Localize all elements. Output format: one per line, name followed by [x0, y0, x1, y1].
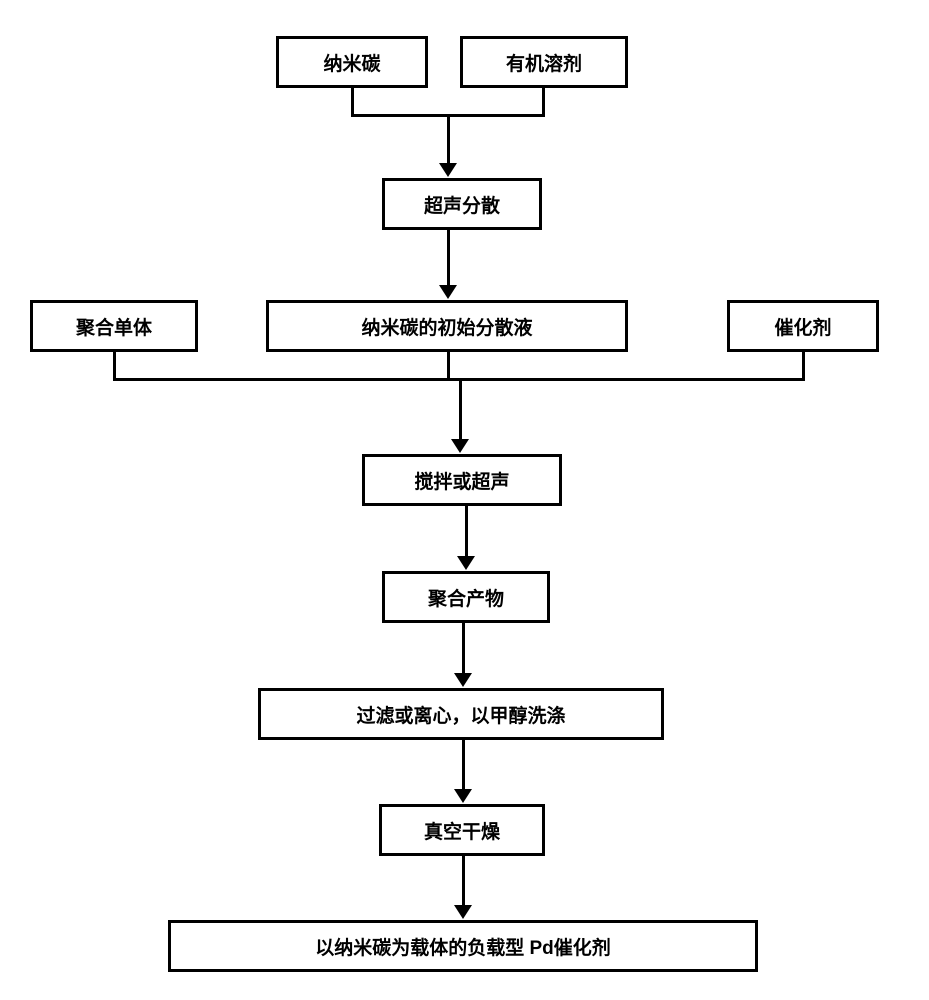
label-monomer: 聚合单体 [76, 313, 152, 340]
arrow-icon [454, 905, 472, 919]
arrow-icon [439, 163, 457, 177]
node-vacuum-dry: 真空干燥 [379, 804, 545, 856]
node-monomer: 聚合单体 [30, 300, 198, 352]
node-initial-dispersion: 纳米碳的初始分散液 [266, 300, 628, 352]
node-filter-wash: 过滤或离心，以甲醇洗涤 [258, 688, 664, 740]
connector-line [802, 352, 805, 380]
connector-line [113, 352, 116, 380]
node-polymer-product: 聚合产物 [382, 571, 550, 623]
arrow-icon [439, 285, 457, 299]
label-final-product: 以纳米碳为载体的负载型 Pd催化剂 [315, 933, 611, 960]
connector-line [462, 856, 465, 906]
node-organic-solvent: 有机溶剂 [460, 36, 628, 88]
connector-line [459, 379, 462, 439]
connector-line [465, 506, 468, 556]
connector-line [462, 623, 465, 673]
connector-line [542, 88, 545, 116]
label-filter-wash: 过滤或离心，以甲醇洗涤 [356, 701, 565, 728]
connector-line [462, 740, 465, 790]
connector-line [351, 88, 354, 116]
node-catalyst: 催化剂 [727, 300, 879, 352]
arrow-icon [457, 556, 475, 570]
node-final-product: 以纳米碳为载体的负载型 Pd催化剂 [168, 920, 758, 972]
label-polymer-product: 聚合产物 [428, 584, 504, 611]
label-initial-dispersion: 纳米碳的初始分散液 [361, 313, 532, 340]
node-nano-carbon: 纳米碳 [276, 36, 428, 88]
connector-line [447, 230, 450, 286]
arrow-icon [451, 439, 469, 453]
label-organic-solvent: 有机溶剂 [506, 49, 582, 76]
node-stir-ultrasonic: 搅拌或超声 [362, 454, 562, 506]
connector-line [447, 115, 450, 164]
arrow-icon [454, 789, 472, 803]
node-ultrasonic-dispersion: 超声分散 [382, 178, 542, 230]
label-stir-ultrasonic: 搅拌或超声 [414, 467, 509, 494]
arrow-icon [454, 673, 472, 687]
label-vacuum-dry: 真空干燥 [424, 817, 500, 844]
label-catalyst: 催化剂 [774, 313, 831, 340]
label-ultrasonic-dispersion: 超声分散 [424, 191, 500, 218]
connector-line [447, 352, 450, 380]
label-nano-carbon: 纳米碳 [323, 49, 380, 76]
